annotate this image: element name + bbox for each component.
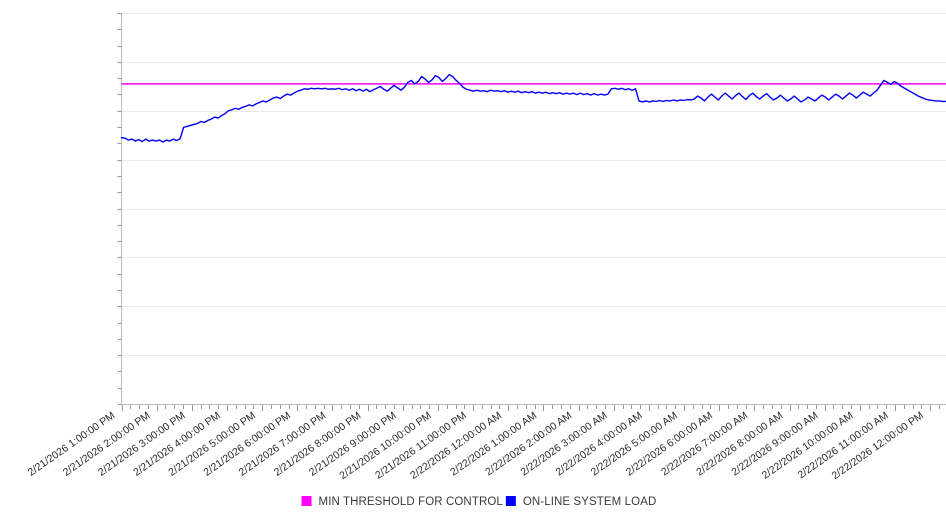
chart-legend: MIN THRESHOLD FOR CONTROL ON-LINE SYSTEM … — [301, 496, 657, 508]
y-axis-tickmarks — [117, 13, 122, 405]
legend-swatch — [301, 496, 312, 506]
gridlines — [121, 13, 946, 356]
legend-swatch — [505, 496, 516, 506]
data-line-on-line-system-load — [120, 73, 946, 143]
series-group — [120, 73, 946, 143]
legend-label: ON-LINE SYSTEM LOAD — [523, 496, 657, 508]
x-axis-tickmarks — [122, 405, 940, 411]
axes — [121, 13, 946, 405]
x-axis-tick-labels: 2/21/2026 1:00:00 PM2/21/2026 2:00:00 PM… — [26, 410, 926, 482]
legend-label: MIN THRESHOLD FOR CONTROL — [319, 496, 504, 508]
